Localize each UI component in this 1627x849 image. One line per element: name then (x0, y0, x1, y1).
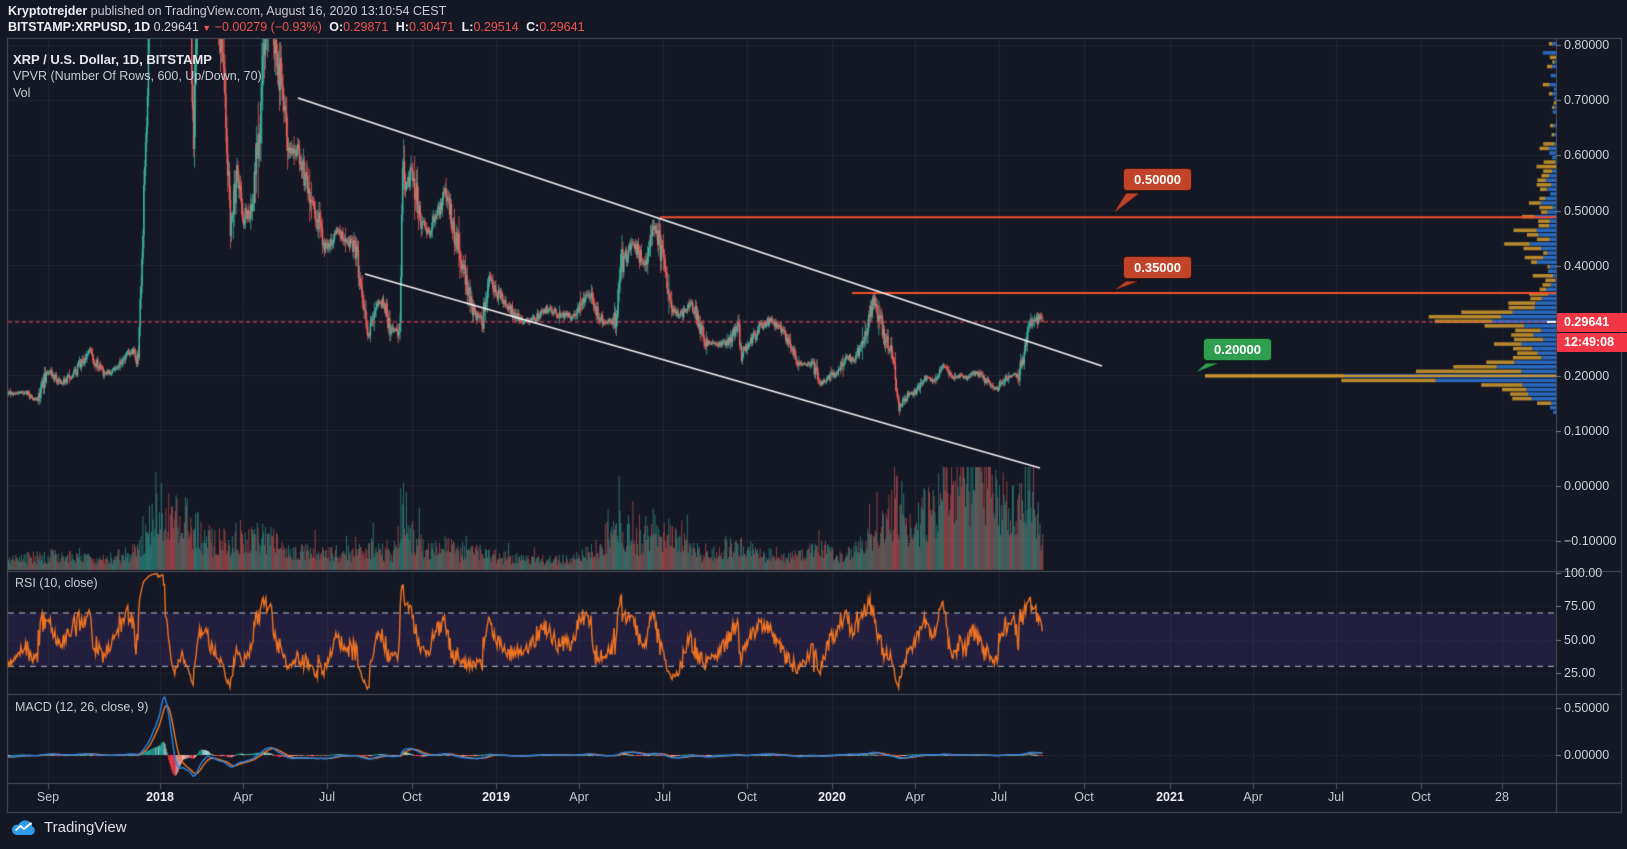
time-axis-label: Jul (1328, 790, 1344, 804)
price-level-label[interactable]: 0.50000 (1123, 168, 1192, 191)
price-scale[interactable] (1556, 38, 1621, 783)
main-price-pane[interactable] (7, 38, 1556, 571)
open-label: O: (329, 20, 344, 34)
time-axis-label: Jul (655, 790, 671, 804)
price-axis-label: 0.10000 (1564, 424, 1610, 438)
logo-text: TradingView (44, 819, 127, 836)
rsi-axis-label: 25.00 (1564, 666, 1596, 680)
price-axis-label: 0.50000 (1564, 204, 1610, 218)
time-axis-label: 28 (1495, 790, 1509, 804)
chart-legend: XRP / U.S. Dollar, 1D, BITSTAMP VPVR (Nu… (13, 51, 262, 102)
price-axis-label: −0.10000 (1564, 534, 1617, 548)
time-axis-label: Oct (402, 790, 422, 804)
symbol-name[interactable]: BITSTAMP:XRPUSD, 1D (8, 20, 151, 34)
time-axis-label: Apr (905, 790, 925, 804)
price-level-label[interactable]: 0.35000 (1123, 256, 1192, 279)
legend-title[interactable]: XRP / U.S. Dollar, 1D, BITSTAMP (13, 52, 212, 67)
time-axis-label: 2020 (818, 790, 846, 804)
cloud-icon (11, 820, 35, 835)
price-axis-label: 0.60000 (1564, 148, 1610, 162)
legend-vpvr[interactable]: VPVR (Number Of Rows, 600, Up/Down, 70) (13, 69, 262, 83)
rsi-axis-label: 100.00 (1564, 566, 1603, 580)
time-axis-label: 2021 (1156, 790, 1184, 804)
countdown-badge: 12:49:08 (1557, 333, 1627, 352)
symbol-bar: BITSTAMP:XRPUSD, 1D 0.29641 ▼ −0.00279 (… (8, 20, 585, 34)
last-price: 0.29641 (153, 20, 199, 34)
time-axis-label: Apr (233, 790, 253, 804)
price-change: −0.00279 (−0.93%) (214, 20, 322, 34)
price-axis-label: 0.70000 (1564, 93, 1610, 107)
time-axis-label: 2019 (482, 790, 510, 804)
macd-axis-label: 0.00000 (1564, 748, 1610, 762)
macd-pane[interactable] (7, 695, 1556, 783)
time-axis-label: Apr (1243, 790, 1263, 804)
macd-legend[interactable]: MACD (12, 26, close, 9) (15, 700, 149, 714)
price-axis-label: 0.80000 (1564, 38, 1610, 52)
publish-line: Kryptotrejder published on TradingView.c… (8, 4, 446, 18)
time-scale[interactable] (7, 784, 1556, 812)
high-label: H: (395, 20, 409, 34)
price-axis-label: 0.00000 (1564, 479, 1610, 493)
rsi-legend[interactable]: RSI (10, close) (15, 576, 98, 590)
time-axis-label: Apr (569, 790, 589, 804)
down-arrow-icon: ▼ (202, 23, 212, 33)
time-axis-label: Jul (991, 790, 1007, 804)
close-value: 0.29641 (539, 20, 585, 34)
time-axis-label: Jul (319, 790, 335, 804)
low-label: L: (461, 20, 474, 34)
tradingview-logo[interactable]: TradingView (10, 818, 127, 837)
high-value: 0.30471 (408, 20, 455, 34)
time-axis-label: Oct (737, 790, 757, 804)
price-axis-label: 0.20000 (1564, 369, 1610, 383)
rsi-axis-label: 75.00 (1564, 599, 1596, 613)
author-name: Kryptotrejder (8, 4, 88, 18)
legend-vol[interactable]: Vol (13, 86, 31, 100)
low-value: 0.29514 (473, 20, 519, 34)
time-axis-label: 2018 (146, 790, 174, 804)
time-axis-label: Oct (1411, 790, 1431, 804)
rsi-pane[interactable] (7, 572, 1556, 693)
publish-text: published on TradingView.com, August 16,… (87, 4, 447, 18)
macd-axis-label: 0.50000 (1564, 701, 1610, 715)
open-value: 0.29871 (343, 20, 389, 34)
time-axis-label: Oct (1074, 790, 1094, 804)
current-price-badge: 0.29641 (1557, 313, 1627, 332)
rsi-axis-label: 50.00 (1564, 633, 1596, 647)
time-axis-label: Sep (36, 790, 60, 804)
close-label: C: (526, 20, 540, 34)
price-axis-label: 0.40000 (1564, 259, 1610, 273)
price-level-label[interactable]: 0.20000 (1203, 338, 1272, 361)
